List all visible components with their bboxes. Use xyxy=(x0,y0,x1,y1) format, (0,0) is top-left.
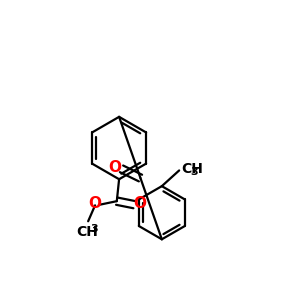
Text: 3: 3 xyxy=(90,224,98,234)
Text: CH: CH xyxy=(182,162,203,176)
Text: O: O xyxy=(109,160,122,175)
Text: CH: CH xyxy=(76,225,98,239)
Text: 3: 3 xyxy=(191,167,198,177)
Text: O: O xyxy=(88,196,101,211)
Text: O: O xyxy=(133,196,146,211)
